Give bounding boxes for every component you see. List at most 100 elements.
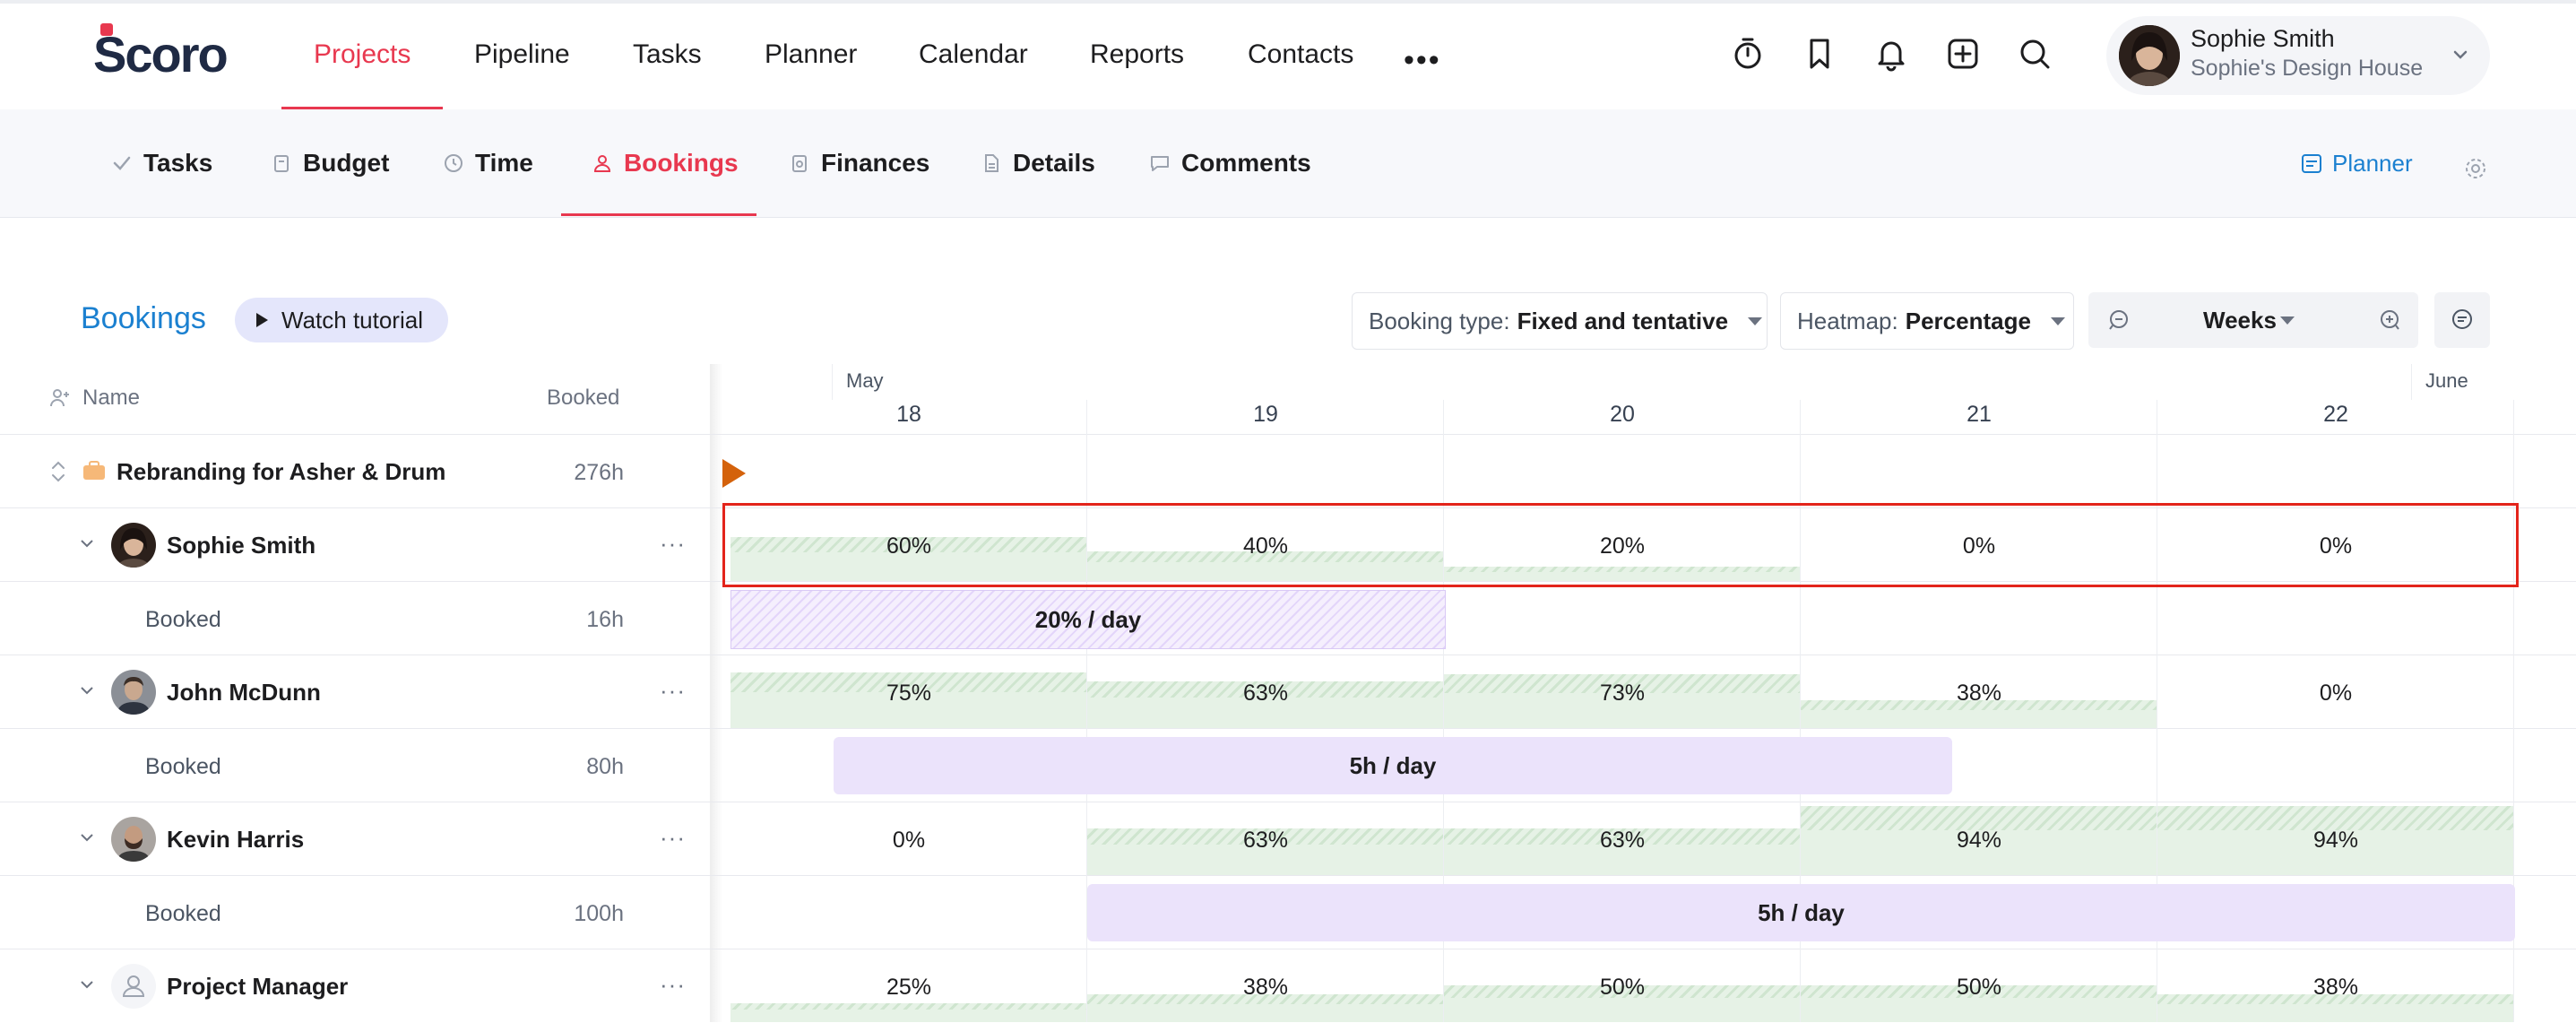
row-options-button[interactable]: ··· bbox=[660, 971, 686, 998]
chevron-down-icon[interactable] bbox=[77, 533, 97, 553]
pct-cell[interactable]: 0% bbox=[892, 828, 926, 853]
row-divider bbox=[0, 728, 2576, 729]
add-icon[interactable] bbox=[1945, 36, 1981, 72]
scoro-logo[interactable]: Scoro bbox=[93, 23, 229, 82]
planner-link-label: Planner bbox=[2332, 149, 2413, 177]
booked-label: Booked bbox=[145, 754, 221, 779]
heatmap-dropdown[interactable]: Heatmap: Percentage bbox=[1780, 292, 2074, 350]
tab-bookings[interactable]: Bookings bbox=[592, 109, 739, 217]
chevron-down-icon[interactable] bbox=[77, 975, 97, 994]
row-divider bbox=[0, 875, 2576, 876]
pct-cell[interactable]: 94% bbox=[2312, 828, 2359, 853]
pct-cell[interactable]: 0% bbox=[2319, 533, 2353, 559]
booking-bar-kevin[interactable]: 5h / day bbox=[1087, 884, 2515, 941]
pct-cell[interactable]: 38% bbox=[2312, 975, 2359, 1000]
pct-cell[interactable]: 63% bbox=[1242, 681, 1289, 706]
heat-bar-hatch bbox=[1444, 567, 1800, 572]
pct-cell[interactable]: 0% bbox=[2319, 681, 2353, 706]
heat-bar-hatch bbox=[1087, 828, 1443, 845]
tab-finances[interactable]: Finances bbox=[789, 109, 929, 217]
row-options-button[interactable]: ··· bbox=[660, 677, 686, 704]
week-divider bbox=[2513, 400, 2514, 1022]
pct-cell[interactable]: 50% bbox=[1599, 975, 1646, 1000]
heat-bar-hatch bbox=[2157, 994, 2513, 1004]
pct-cell[interactable]: 73% bbox=[1599, 681, 1646, 706]
pct-cell[interactable]: 0% bbox=[1962, 533, 1996, 559]
nav-projects[interactable]: Projects bbox=[281, 0, 444, 109]
tab-time[interactable]: Time bbox=[443, 109, 533, 217]
panel-shadow bbox=[710, 364, 722, 1022]
zoom-in-icon[interactable] bbox=[2377, 308, 2402, 333]
zoom-level-select[interactable]: Weeks bbox=[2203, 307, 2277, 334]
tab-details[interactable]: Details bbox=[981, 109, 1095, 217]
booked-label: Booked bbox=[145, 607, 221, 632]
pct-cell[interactable]: 40% bbox=[1242, 533, 1289, 559]
week-21: 21 bbox=[1967, 402, 1992, 427]
resource-row-project-manager[interactable]: Project Manager ··· bbox=[0, 949, 710, 1023]
pct-cell[interactable]: 63% bbox=[1242, 828, 1289, 853]
avatar-john-image bbox=[111, 670, 156, 715]
pct-cell[interactable]: 25% bbox=[886, 975, 932, 1000]
nav-planner[interactable]: Planner bbox=[765, 39, 858, 69]
tab-tasks[interactable]: Tasks bbox=[111, 109, 212, 217]
pct-cell[interactable]: 94% bbox=[1956, 828, 2002, 853]
row-options-button[interactable]: ··· bbox=[660, 530, 686, 557]
pct-cell[interactable]: 38% bbox=[1242, 975, 1289, 1000]
timer-icon[interactable] bbox=[1730, 36, 1766, 72]
tab-budget[interactable]: Budget bbox=[271, 109, 389, 217]
pct-cell[interactable]: 75% bbox=[886, 681, 932, 706]
expand-collapse-icon[interactable] bbox=[48, 458, 68, 485]
avatar-sophie bbox=[111, 523, 156, 568]
heatmap-value: Percentage bbox=[1905, 307, 2031, 334]
resource-row-kevin[interactable]: Kevin Harris ··· bbox=[0, 802, 710, 876]
user-menu[interactable]: Sophie Smith Sophie's Design House bbox=[2106, 16, 2490, 95]
project-hours: 276h bbox=[574, 460, 624, 485]
avatar-kevin-image bbox=[111, 817, 156, 862]
column-name-label: Name bbox=[82, 386, 141, 410]
planner-link[interactable]: Planner bbox=[2300, 109, 2413, 217]
resource-row-sophie[interactable]: Sophie Smith ··· bbox=[0, 508, 710, 582]
pct-cell[interactable]: 63% bbox=[1599, 828, 1646, 853]
watch-tutorial-button[interactable]: Watch tutorial bbox=[235, 298, 448, 342]
booked-row-sophie: Booked 16h bbox=[0, 582, 710, 655]
gear-icon[interactable] bbox=[2463, 156, 2488, 181]
user-avatar bbox=[2119, 25, 2180, 86]
column-header-booked[interactable]: Booked bbox=[547, 386, 620, 410]
booking-type-dropdown[interactable]: Booking type: Fixed and tentative bbox=[1352, 292, 1768, 350]
chevron-down-icon[interactable] bbox=[77, 828, 97, 847]
comments-button[interactable] bbox=[2434, 292, 2490, 348]
month-divider bbox=[2411, 364, 2412, 400]
resource-name: Sophie Smith bbox=[167, 532, 316, 559]
nav-pipeline[interactable]: Pipeline bbox=[474, 39, 570, 69]
nav-reports[interactable]: Reports bbox=[1090, 39, 1185, 69]
row-options-button[interactable]: ··· bbox=[660, 824, 686, 851]
booking-bar-sophie[interactable]: 20% / day bbox=[730, 590, 1446, 649]
tab-details-label: Details bbox=[1013, 149, 1095, 177]
pct-cell[interactable]: 38% bbox=[1956, 681, 2002, 706]
bell-icon[interactable] bbox=[1873, 36, 1909, 72]
tab-comments[interactable]: Comments bbox=[1149, 109, 1311, 217]
tab-budget-label: Budget bbox=[303, 149, 390, 177]
pct-cell[interactable]: 20% bbox=[1599, 533, 1646, 559]
heat-bar-hatch bbox=[1444, 828, 1800, 845]
heat-bar-hatch bbox=[1087, 681, 1443, 698]
booking-bar-john[interactable]: 5h / day bbox=[834, 737, 1952, 794]
logo-text: Scoro bbox=[93, 25, 229, 82]
chevron-down-icon[interactable] bbox=[77, 681, 97, 700]
pct-cell[interactable]: 50% bbox=[1956, 975, 2002, 1000]
nav-calendar[interactable]: Calendar bbox=[919, 39, 1028, 69]
week-22: 22 bbox=[2323, 402, 2348, 427]
zoom-out-icon[interactable] bbox=[2106, 308, 2131, 333]
play-icon bbox=[256, 313, 268, 327]
nav-tasks[interactable]: Tasks bbox=[633, 39, 702, 69]
bookmark-icon[interactable] bbox=[1802, 36, 1837, 72]
nav-contacts[interactable]: Contacts bbox=[1248, 39, 1354, 69]
search-icon[interactable] bbox=[2017, 36, 2053, 72]
resource-row-john[interactable]: John McDunn ··· bbox=[0, 655, 710, 729]
more-menu-button[interactable]: ••• bbox=[1404, 43, 1441, 77]
project-row[interactable]: Rebranding for Asher & Drum 276h bbox=[0, 435, 710, 508]
project-name: Rebranding for Asher & Drum bbox=[117, 458, 446, 485]
pct-cell[interactable]: 60% bbox=[886, 533, 932, 559]
column-header-name[interactable]: Name bbox=[48, 386, 140, 411]
heat-bar-hatch bbox=[1087, 994, 1443, 1004]
